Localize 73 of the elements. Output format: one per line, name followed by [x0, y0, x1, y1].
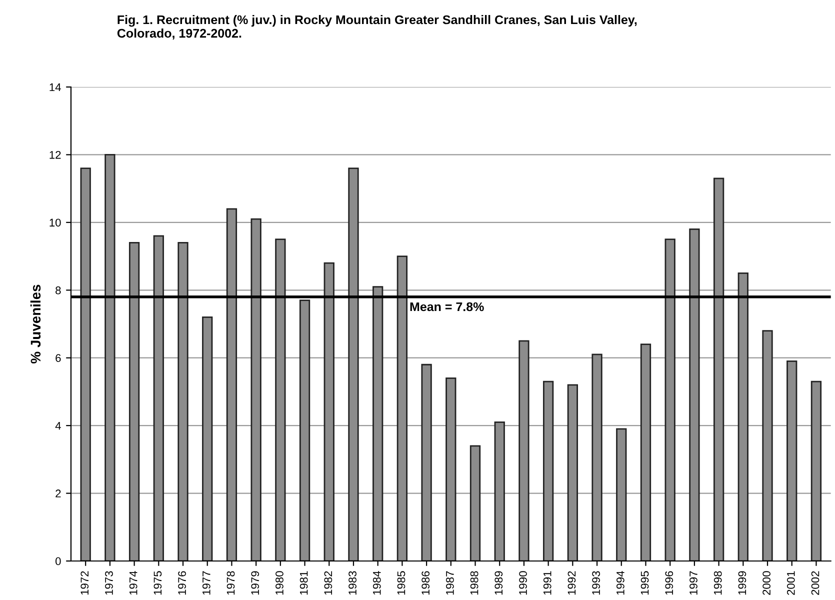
x-tick-label: 1999 — [738, 571, 746, 595]
bar — [446, 377, 456, 561]
x-tick-label: 1995 — [640, 571, 649, 595]
bar — [80, 168, 91, 561]
x-tick-label: 1982 — [324, 571, 332, 595]
x-tick-label: 1991 — [543, 571, 552, 595]
x-tick-label: 1978 — [226, 571, 235, 595]
x-tick-label: 1977 — [202, 571, 210, 595]
x-tick-label: 1994 — [616, 571, 624, 595]
x-tick-label: 1985 — [397, 571, 406, 595]
x-tick-label: 1998 — [714, 571, 722, 595]
y-tick-label: 12 — [50, 150, 61, 159]
bar — [470, 445, 481, 561]
x-tick-label: 1973 — [105, 571, 113, 595]
bar — [592, 354, 602, 561]
x-tick-label: 1987 — [446, 571, 454, 595]
y-tick-label: 8 — [56, 286, 61, 294]
bar — [202, 316, 213, 561]
x-tick-label: 1972 — [80, 571, 89, 595]
x-tick-label: 1984 — [372, 571, 381, 595]
bar — [810, 380, 822, 561]
x-tick-label: 1989 — [494, 571, 503, 595]
bar — [713, 178, 724, 561]
x-tick-label: 1981 — [300, 571, 308, 595]
bar — [299, 300, 310, 561]
x-tick-label: 1988 — [470, 571, 478, 595]
bar — [104, 154, 116, 561]
bar — [616, 428, 627, 561]
bar — [396, 256, 408, 561]
x-tick-label: 1975 — [154, 571, 162, 595]
bar — [372, 286, 384, 561]
bar — [762, 330, 773, 561]
x-tick-label: 2002 — [811, 571, 820, 595]
x-tick-label: 1974 — [129, 571, 138, 595]
y-tick-label: 14 — [50, 83, 61, 92]
bar — [153, 235, 164, 561]
bar — [640, 344, 652, 561]
x-tick-label: 1992 — [568, 571, 576, 595]
x-tick-label: 1976 — [178, 571, 186, 595]
bar — [275, 238, 286, 561]
x-tick-label: 1986 — [422, 571, 430, 595]
y-tick-label: 4 — [55, 422, 61, 430]
x-tick-label: 1983 — [348, 571, 356, 595]
bar — [664, 238, 676, 561]
x-tick-label: 2000 — [762, 571, 770, 595]
bar — [324, 262, 334, 561]
x-tick-label: 1993 — [592, 571, 600, 595]
x-tick-label: 1979 — [251, 571, 260, 595]
bar — [421, 364, 432, 561]
x-tick-label: 2001 — [786, 571, 795, 595]
bar — [178, 242, 188, 561]
y-axis-title: % Juveniles — [30, 284, 41, 364]
x-tick-label: 1990 — [519, 571, 527, 595]
y-tick-label: 10 — [50, 218, 61, 227]
x-tick-label: 1980 — [276, 571, 284, 595]
bar — [738, 272, 748, 561]
bar — [518, 340, 530, 561]
bar — [689, 228, 700, 561]
bar — [567, 384, 578, 561]
bar — [128, 242, 140, 561]
bar — [226, 208, 238, 561]
bar — [250, 218, 262, 561]
ref-line-label: Mean = 7.8% — [410, 302, 484, 312]
y-tick-label: 0 — [56, 557, 61, 566]
bar — [348, 168, 359, 561]
bar — [542, 380, 554, 561]
y-tick-label: 2 — [56, 490, 61, 498]
chart-title: Fig. 1. Recruitment (% juv.) in Rocky Mountain Greater Sandhill Cranes, San Luis Valley, Colorado, 1972-2002. — [117, 15, 637, 40]
bar — [494, 421, 505, 561]
bar — [786, 360, 798, 561]
x-tick-label: 1996 — [665, 571, 674, 595]
y-tick-label: 6 — [56, 354, 61, 362]
x-tick-label: 1997 — [690, 571, 698, 595]
